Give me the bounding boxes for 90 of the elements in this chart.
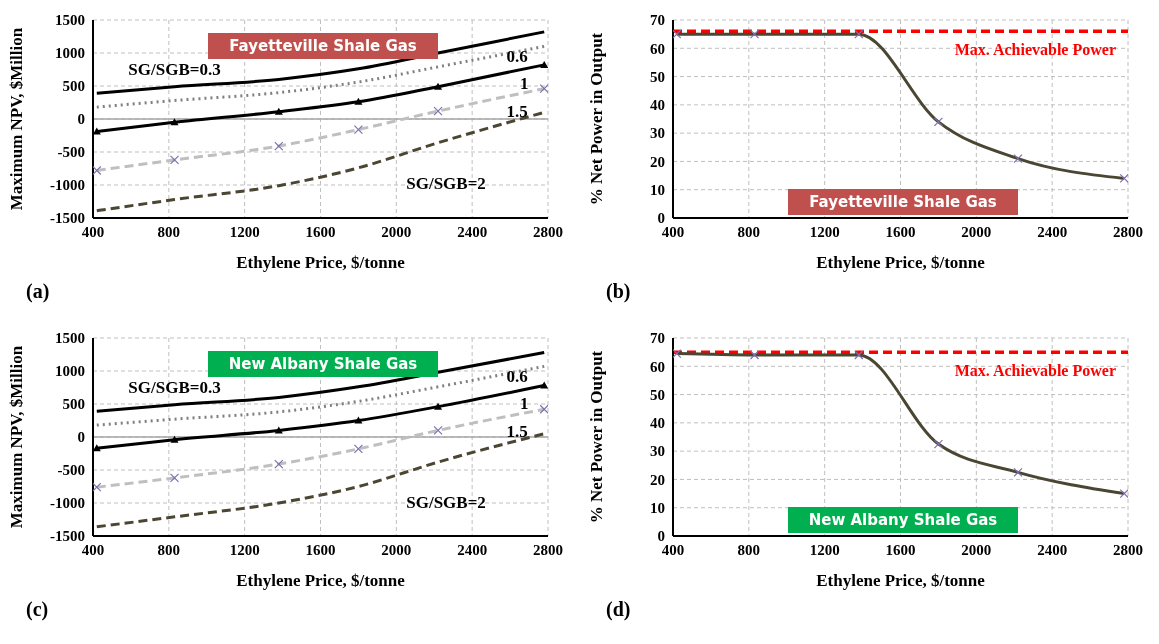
x-tick-label: 1600 (305, 541, 336, 558)
text: (d) (606, 598, 631, 621)
y-axis-title: Maximum NPV, $Million (7, 27, 27, 211)
series-label: 0.6 (506, 367, 528, 387)
series-label: SG/SGB=2 (406, 492, 486, 512)
x-tick-label: 2000 (381, 223, 412, 240)
x-tick-label: 2400 (1037, 223, 1068, 240)
series-label: 0.6 (506, 47, 528, 67)
series-label: 1.5 (506, 422, 528, 442)
y-tick-label: 60 (650, 40, 665, 57)
text: Fayetteville Shale Gas (208, 33, 438, 59)
y-tick-label: -1000 (50, 177, 85, 194)
y-tick-label: 1000 (55, 363, 85, 380)
y-tick-label: 20 (650, 471, 665, 488)
point (170, 435, 179, 443)
y-tick-label: 1500 (55, 12, 85, 29)
y-tick-label: 10 (650, 182, 665, 199)
y-tick-label: 30 (650, 125, 665, 142)
series-label: 1.5 (506, 101, 528, 121)
x-tick-label: 2000 (381, 541, 412, 558)
point (434, 402, 443, 410)
point (354, 416, 363, 424)
point (93, 127, 101, 135)
x-tick-label: 2400 (1037, 541, 1068, 558)
y-tick-label: 1500 (55, 330, 85, 347)
x-tick-label: 2400 (457, 223, 488, 240)
y-tick-label: 500 (62, 396, 85, 413)
text: (c) (26, 598, 49, 621)
y-tick-label: 0 (77, 111, 85, 128)
y-tick-label: 20 (650, 153, 665, 170)
x-axis-title: Ethylene Price, $/tonne (816, 253, 986, 272)
line-series (95, 30, 546, 95)
x-tick-label: 1600 (885, 541, 916, 558)
y-tick-label: 50 (650, 68, 665, 85)
y-tick-label: 50 (650, 386, 665, 403)
point (93, 444, 101, 452)
y-axis-title: Maximum NPV, $Million (7, 345, 27, 529)
x-tick-label: 2800 (533, 223, 563, 240)
ref-line-label: Max. Achievable Power (954, 40, 1116, 58)
series-label: SG/SGB=0.3 (128, 377, 221, 397)
y-tick-label: 40 (650, 415, 665, 432)
y-tick-label: 10 (650, 500, 665, 517)
x-tick-label: 2000 (961, 223, 992, 240)
x-tick-label: 800 (157, 223, 181, 240)
x-tick-label: 1200 (229, 223, 260, 240)
y-tick-label: 0 (77, 429, 85, 446)
x-tick-label: 800 (737, 541, 761, 558)
x-tick-label: 2800 (1113, 223, 1143, 240)
y-tick-label: 60 (650, 358, 665, 375)
x-axis-title: Ethylene Price, $/tonne (236, 253, 406, 272)
x-tick-label: 2800 (1113, 541, 1143, 558)
y-tick-label: -500 (57, 462, 85, 479)
line-series (95, 351, 546, 413)
point (434, 82, 443, 90)
x-tick-label: 2400 (457, 541, 488, 558)
series-label: SG/SGB=2 (406, 173, 486, 193)
series-label: 1 (519, 73, 529, 93)
point (540, 60, 548, 68)
y-tick-label: -1000 (50, 495, 85, 512)
x-tick-label: 1600 (885, 223, 916, 240)
y-axis-title: % Net Power in Output (587, 350, 607, 524)
point (540, 381, 548, 389)
x-tick-label: 800 (737, 223, 761, 240)
y-tick-label: -500 (57, 144, 85, 161)
text: (a) (26, 280, 50, 303)
x-tick-label: 2000 (961, 541, 992, 558)
y-tick-label: 500 (62, 78, 85, 95)
y-tick-label: 40 (650, 97, 665, 114)
y-tick-label: 30 (650, 443, 665, 460)
x-tick-label: 1200 (809, 223, 840, 240)
y-tick-label: 1000 (55, 45, 85, 62)
text: New Albany Shale Gas (788, 507, 1018, 533)
series-label: SG/SGB=0.3 (128, 59, 221, 79)
x-tick-label: 1200 (229, 541, 260, 558)
y-tick-label: 70 (650, 12, 665, 29)
ref-line-label: Max. Achievable Power (954, 361, 1116, 379)
point (354, 97, 363, 105)
x-tick-label: 1600 (305, 223, 336, 240)
series-label: 1 (519, 394, 529, 414)
text: (b) (606, 280, 631, 303)
x-axis-title: Ethylene Price, $/tonne (816, 571, 986, 590)
point (274, 107, 283, 115)
y-tick-label: 70 (650, 330, 665, 347)
x-tick-label: 2800 (533, 541, 563, 558)
y-axis-title: % Net Power in Output (587, 32, 607, 206)
x-tick-label: 800 (157, 541, 181, 558)
x-axis-title: Ethylene Price, $/tonne (236, 571, 406, 590)
text: New Albany Shale Gas (208, 351, 438, 377)
text: Fayetteville Shale Gas (788, 189, 1018, 215)
x-tick-label: 1200 (809, 541, 840, 558)
